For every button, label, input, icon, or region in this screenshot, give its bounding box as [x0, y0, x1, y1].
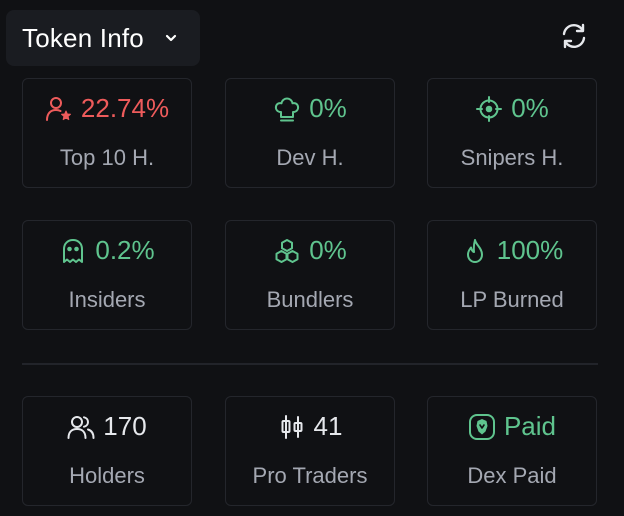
stat-card-top10-holders: 22.74% Top 10 H.: [22, 78, 192, 188]
stat-value: 22.74%: [80, 93, 170, 123]
chef-hat-icon: [273, 95, 301, 123]
stat-label: Pro Traders: [252, 463, 368, 488]
stat-card-pro-traders: 41 Pro Traders: [225, 396, 395, 506]
refresh-button[interactable]: [556, 18, 592, 54]
section-divider: [22, 363, 598, 365]
users-icon: [67, 413, 95, 441]
stat-value: Paid: [503, 411, 557, 441]
stat-card-insiders: 0.2% Insiders: [22, 220, 192, 330]
ghost-icon: [59, 237, 87, 265]
candlestick-icon: [278, 413, 306, 441]
stat-label: Dev H.: [276, 145, 344, 170]
boxes-icon: [273, 237, 301, 265]
stat-card-dex-paid: Paid Dex Paid: [427, 396, 597, 506]
crosshair-icon: [475, 95, 503, 123]
chevron-down-icon: [164, 33, 178, 43]
stat-label: LP Burned: [460, 287, 564, 312]
stat-value: 170: [103, 411, 147, 441]
header-title: Token Info: [22, 22, 144, 53]
stat-label: Snipers H.: [460, 145, 564, 170]
stat-label: Dex Paid: [467, 463, 557, 488]
refresh-icon: [559, 21, 589, 51]
stat-value: 0.2%: [95, 235, 155, 265]
stat-card-snipers-holders: 0% Snipers H.: [427, 78, 597, 188]
stat-value: 0%: [309, 93, 347, 123]
stat-card-holders: 170 Holders: [22, 396, 192, 506]
stat-label: Top 10 H.: [59, 145, 155, 170]
user-star-icon: [45, 95, 73, 123]
token-info-dropdown[interactable]: Token Info: [6, 10, 200, 66]
stat-value: 41: [313, 411, 343, 441]
stat-card-dev-holders: 0% Dev H.: [225, 78, 395, 188]
flame-icon: [461, 237, 489, 265]
stat-value: 100%: [496, 235, 564, 265]
stat-value: 0%: [309, 235, 347, 265]
shield-badge-icon: [468, 413, 496, 441]
stat-label: Insiders: [68, 287, 146, 312]
stat-label: Bundlers: [266, 287, 354, 312]
stat-label: Holders: [69, 463, 145, 488]
stat-value: 0%: [511, 93, 549, 123]
stat-card-lp-burned: 100% LP Burned: [427, 220, 597, 330]
stat-card-bundlers: 0% Bundlers: [225, 220, 395, 330]
